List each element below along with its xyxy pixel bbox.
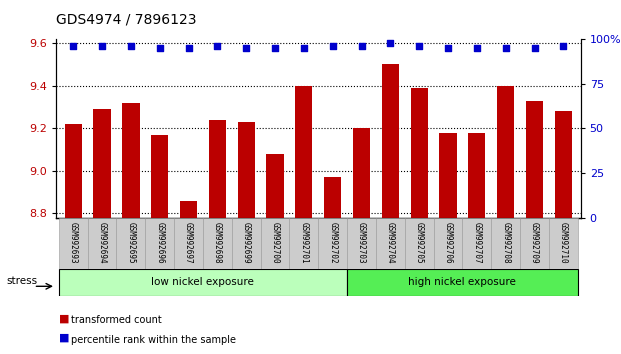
Bar [145, 218, 174, 269]
Text: GSM992694: GSM992694 [97, 222, 107, 263]
Text: GSM992693: GSM992693 [69, 222, 78, 263]
Bar [209, 120, 226, 218]
Point [97, 43, 107, 49]
Bar [497, 86, 514, 218]
Point [299, 45, 309, 51]
Bar [122, 103, 140, 218]
Bar [289, 218, 318, 269]
Text: GSM992695: GSM992695 [126, 222, 135, 263]
Bar [410, 88, 428, 218]
Bar [520, 218, 549, 269]
Text: ■: ■ [59, 333, 70, 343]
Text: ■: ■ [59, 313, 70, 323]
Point [530, 45, 540, 51]
Point [68, 43, 78, 49]
Bar [203, 218, 232, 269]
Text: GSM992699: GSM992699 [242, 222, 251, 263]
Text: GSM992704: GSM992704 [386, 222, 395, 263]
Point [126, 43, 136, 49]
Bar [180, 201, 197, 218]
Text: GSM992702: GSM992702 [328, 222, 337, 263]
Bar [318, 218, 347, 269]
Bar [65, 124, 82, 218]
Text: GSM992701: GSM992701 [299, 222, 309, 263]
Point [184, 45, 194, 51]
Bar [266, 154, 284, 218]
Point [472, 45, 482, 51]
Bar [555, 111, 572, 218]
Text: stress: stress [6, 276, 37, 286]
Bar [174, 218, 203, 269]
Bar [382, 64, 399, 218]
Point [386, 40, 396, 45]
Bar [232, 218, 261, 269]
Text: transformed count: transformed count [71, 315, 162, 325]
Point [558, 43, 568, 49]
Bar [93, 109, 111, 218]
Bar [295, 86, 312, 218]
Text: GSM992703: GSM992703 [357, 222, 366, 263]
Bar [549, 218, 578, 269]
Text: GSM992705: GSM992705 [415, 222, 424, 263]
Text: GSM992706: GSM992706 [443, 222, 453, 263]
Bar [405, 218, 433, 269]
Bar [151, 135, 168, 218]
Bar [347, 269, 578, 296]
Point [155, 45, 165, 51]
Point [414, 43, 424, 49]
Bar [261, 218, 289, 269]
Bar [59, 218, 88, 269]
Point [356, 43, 366, 49]
Point [212, 43, 222, 49]
Text: GSM992696: GSM992696 [155, 222, 164, 263]
Bar [433, 218, 463, 269]
Bar [347, 218, 376, 269]
Text: GDS4974 / 7896123: GDS4974 / 7896123 [56, 12, 196, 27]
Point [501, 45, 510, 51]
Text: GSM992709: GSM992709 [530, 222, 539, 263]
Point [270, 45, 280, 51]
Bar [353, 129, 370, 218]
Text: GSM992707: GSM992707 [473, 222, 481, 263]
Bar [59, 269, 347, 296]
Text: GSM992710: GSM992710 [559, 222, 568, 263]
Bar [237, 122, 255, 218]
Bar [526, 101, 543, 218]
Bar [324, 177, 342, 218]
Text: GSM992700: GSM992700 [271, 222, 279, 263]
Bar [491, 218, 520, 269]
Bar [88, 218, 117, 269]
Bar [439, 133, 456, 218]
Text: GSM992698: GSM992698 [213, 222, 222, 263]
Text: low nickel exposure: low nickel exposure [152, 277, 255, 287]
Text: high nickel exposure: high nickel exposure [409, 277, 516, 287]
Point [443, 45, 453, 51]
Point [328, 43, 338, 49]
Bar [117, 218, 145, 269]
Text: GSM992708: GSM992708 [501, 222, 510, 263]
Point [241, 45, 251, 51]
Bar [468, 133, 486, 218]
Bar [463, 218, 491, 269]
Text: GSM992697: GSM992697 [184, 222, 193, 263]
Bar [376, 218, 405, 269]
Text: percentile rank within the sample: percentile rank within the sample [71, 335, 237, 344]
